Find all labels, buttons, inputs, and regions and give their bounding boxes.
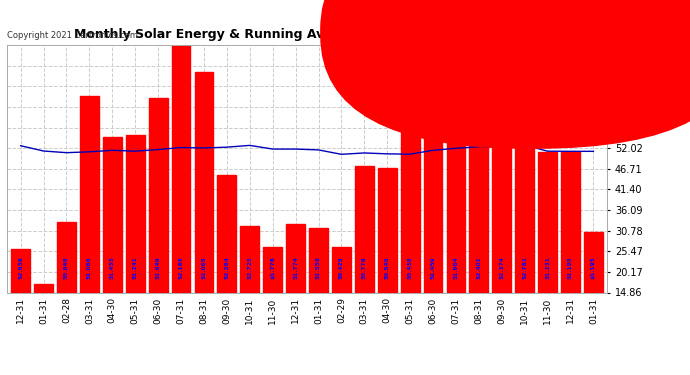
- Bar: [240, 226, 259, 292]
- Bar: [538, 152, 557, 292]
- Text: 52.165: 52.165: [179, 256, 184, 279]
- Text: 51.558: 51.558: [316, 256, 321, 279]
- Text: Copyright 2021 Cartronics.com: Copyright 2021 Cartronics.com: [7, 30, 138, 39]
- Text: 52.264: 52.264: [224, 256, 229, 279]
- Bar: [11, 249, 30, 292]
- Text: $1.778: $1.778: [270, 256, 275, 279]
- Text: 50.778: 50.778: [362, 256, 367, 279]
- Bar: [309, 228, 328, 292]
- Text: 51.774: 51.774: [293, 256, 298, 279]
- Text: 50.425: 50.425: [339, 256, 344, 279]
- Bar: [446, 90, 465, 292]
- Text: 51.195: 51.195: [568, 256, 573, 279]
- Bar: [332, 247, 351, 292]
- Bar: [515, 69, 534, 292]
- Bar: [286, 224, 305, 292]
- Text: 51.649: 51.649: [156, 256, 161, 279]
- Bar: [264, 247, 282, 292]
- Bar: [561, 152, 580, 292]
- Text: 52.374: 52.374: [500, 256, 504, 279]
- Text: $1.195: $1.195: [591, 256, 596, 279]
- Title: Monthly Solar Energy & Running Avgerage Value Sat Feb 27 17:46: Monthly Solar Energy & Running Avgerage …: [74, 28, 540, 41]
- Bar: [57, 222, 76, 292]
- Text: 50.848: 50.848: [64, 256, 69, 279]
- Bar: [584, 232, 603, 292]
- Text: 52.781: 52.781: [522, 256, 527, 279]
- Bar: [378, 168, 397, 292]
- Text: 51.964: 51.964: [453, 256, 458, 279]
- Bar: [126, 135, 145, 292]
- Bar: [34, 284, 53, 292]
- Text: 52.636: 52.636: [18, 256, 23, 279]
- Text: 51.459: 51.459: [431, 256, 435, 279]
- Bar: [80, 96, 99, 292]
- Bar: [424, 113, 442, 292]
- Text: 51.231: 51.231: [545, 256, 550, 279]
- Bar: [103, 136, 121, 292]
- Text: 51.066: 51.066: [87, 256, 92, 279]
- Bar: [355, 166, 374, 292]
- Text: Average($): Average($): [428, 30, 482, 39]
- Text: 50.545: 50.545: [385, 256, 390, 279]
- Bar: [195, 72, 213, 292]
- Text: 52.065: 52.065: [201, 256, 206, 279]
- Bar: [217, 176, 236, 292]
- Bar: [172, 41, 190, 292]
- Text: 52.401: 52.401: [476, 256, 482, 279]
- Text: 50.458: 50.458: [408, 256, 413, 279]
- Bar: [469, 41, 489, 292]
- Text: 52.725: 52.725: [247, 256, 253, 279]
- Bar: [149, 98, 168, 292]
- Text: 51.455: 51.455: [110, 256, 115, 279]
- Text: Monthly($): Monthly($): [545, 30, 598, 39]
- Text: 51.241: 51.241: [132, 256, 138, 279]
- Bar: [493, 59, 511, 292]
- Bar: [401, 111, 420, 292]
